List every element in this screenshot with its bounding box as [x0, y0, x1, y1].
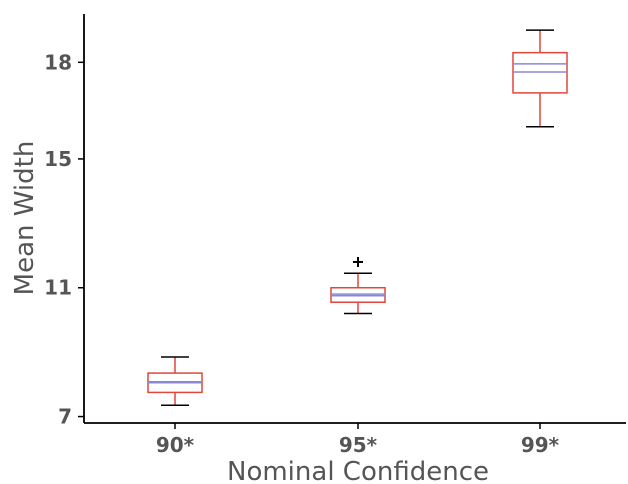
y-ticks: 7 11 15 18: [44, 50, 84, 429]
box-90: [147, 356, 203, 407]
box-99: [512, 29, 568, 128]
outlier-marker: [353, 256, 363, 267]
y-tick-label: 18: [44, 50, 72, 74]
iqr-box: [330, 286, 386, 303]
iqr-box: [512, 51, 568, 94]
y-tick-label: 7: [58, 405, 72, 429]
box-95: [330, 256, 386, 315]
x-tick-label: 90*: [156, 433, 195, 457]
plot-area: [147, 29, 568, 407]
x-axis-label: Nominal Confidence: [227, 457, 489, 484]
x-tick-label: 95*: [339, 433, 378, 457]
x-ticks: 90* 95* 99*: [156, 423, 560, 457]
y-tick-label: 15: [44, 147, 72, 171]
y-axis-label: Mean Width: [10, 141, 40, 296]
y-tick-label: 11: [44, 276, 72, 300]
x-tick-label: 99*: [521, 433, 560, 457]
